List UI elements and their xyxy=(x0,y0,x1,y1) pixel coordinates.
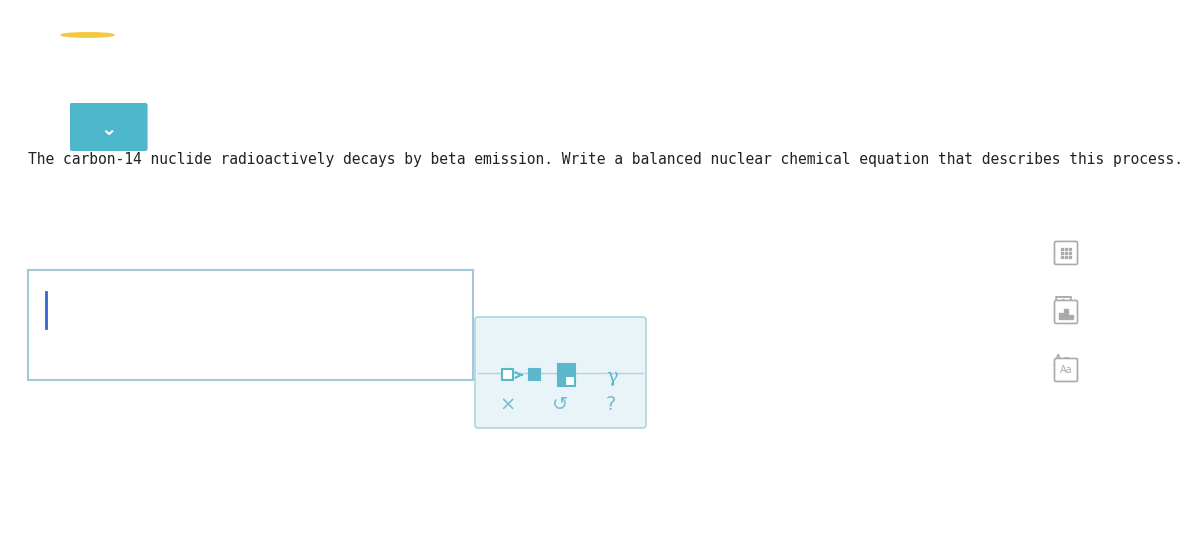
Text: ⊞: ⊞ xyxy=(1052,293,1074,317)
Circle shape xyxy=(61,33,114,37)
FancyBboxPatch shape xyxy=(1055,241,1078,265)
Text: NUCLEAR CHEMISTRY: NUCLEAR CHEMISTRY xyxy=(102,33,209,43)
Text: Aa: Aa xyxy=(1060,365,1073,375)
FancyBboxPatch shape xyxy=(70,103,148,151)
FancyBboxPatch shape xyxy=(28,270,473,380)
Bar xyxy=(1064,309,1068,319)
Text: ⊞: ⊞ xyxy=(1052,238,1074,262)
FancyBboxPatch shape xyxy=(1055,359,1078,381)
Text: ?: ? xyxy=(606,395,616,415)
FancyBboxPatch shape xyxy=(1055,300,1078,323)
Text: ⌄: ⌄ xyxy=(101,120,116,139)
Text: γ: γ xyxy=(606,368,618,386)
Text: ×: × xyxy=(500,395,516,415)
FancyBboxPatch shape xyxy=(502,369,512,381)
Text: Aa: Aa xyxy=(1054,354,1073,369)
Bar xyxy=(1069,315,1073,319)
Text: ↺: ↺ xyxy=(552,395,568,415)
FancyBboxPatch shape xyxy=(528,369,540,381)
FancyBboxPatch shape xyxy=(558,376,568,386)
FancyBboxPatch shape xyxy=(565,376,575,386)
Bar xyxy=(1060,313,1063,319)
FancyBboxPatch shape xyxy=(475,317,646,428)
Text: The carbon-14 nuclide radioactively decays by beta emission. Write a balanced nu: The carbon-14 nuclide radioactively deca… xyxy=(28,152,1183,167)
FancyBboxPatch shape xyxy=(565,364,575,374)
Text: Brandon: Brandon xyxy=(1092,43,1156,57)
Text: Writing the equation for a typical radioactive decay: Writing the equation for a typical radio… xyxy=(78,64,522,79)
FancyBboxPatch shape xyxy=(558,364,568,374)
Text: ⌄: ⌄ xyxy=(1159,43,1172,57)
